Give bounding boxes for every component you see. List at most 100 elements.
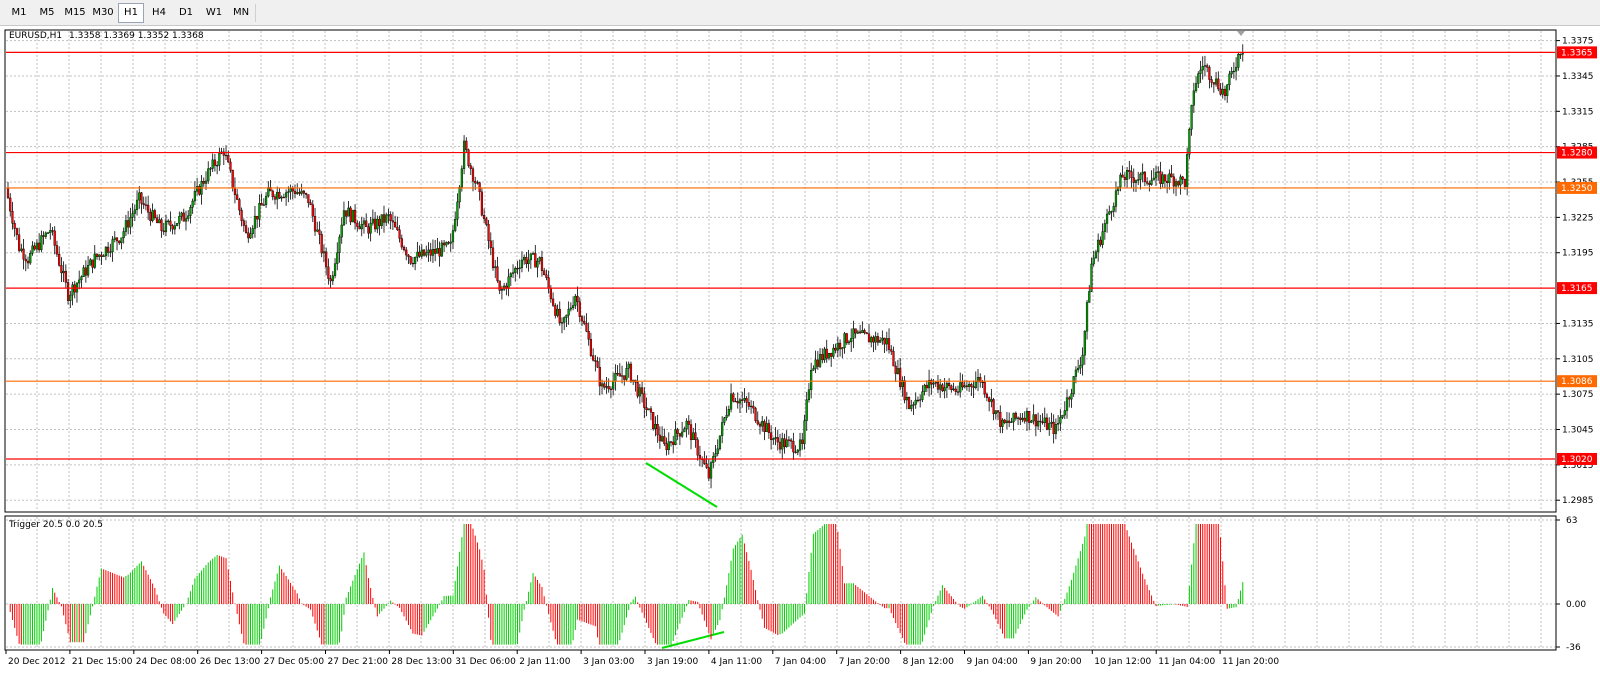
level-price-tag	[1557, 46, 1597, 59]
candle-body	[100, 254, 103, 257]
candle-body	[462, 140, 466, 169]
candle-body	[1137, 179, 1140, 181]
candle-body	[1132, 177, 1135, 183]
candle-body	[1101, 231, 1104, 245]
candle-body	[1083, 330, 1086, 356]
candle-body	[187, 215, 190, 219]
candle-body	[563, 317, 566, 323]
candle-body	[783, 438, 786, 448]
candle-body	[1094, 251, 1098, 259]
candle-body	[460, 168, 463, 188]
x-axis-tick-label: 7 Jan 04:00	[775, 657, 827, 667]
timeframe-mn-button[interactable]: MN	[232, 7, 250, 18]
candle-body	[309, 202, 312, 205]
candle-body	[1166, 180, 1169, 183]
level-price-label: 1.3086	[1561, 377, 1593, 387]
candle-body	[349, 207, 352, 223]
x-axis-tick-label: 11 Jan 04:00	[1158, 657, 1215, 667]
candle-body	[865, 332, 868, 335]
candle-body	[260, 203, 263, 206]
candle-body	[1014, 412, 1017, 419]
candle-body	[1152, 177, 1155, 181]
timeframe-w1-button[interactable]: W1	[205, 7, 223, 18]
candle-body	[876, 336, 880, 343]
candle-body	[516, 268, 519, 270]
candle-body	[240, 209, 243, 221]
candle-body	[594, 360, 597, 362]
level-price-tag	[1557, 181, 1597, 194]
candle-body	[331, 275, 334, 282]
candle-body	[985, 393, 989, 398]
candle-body	[33, 245, 36, 250]
timeframe-m1-button[interactable]: M1	[11, 7, 27, 18]
candle-body	[1141, 171, 1144, 175]
candle-body	[1214, 78, 1218, 85]
candle-body	[160, 219, 163, 231]
y-axis-tick-label: 1.3345	[1562, 72, 1594, 82]
timeframe-m5-button[interactable]: M5	[39, 7, 55, 18]
candle-body	[589, 339, 593, 356]
candle-body	[124, 220, 128, 232]
candle-body	[894, 365, 897, 374]
candle-body	[1043, 417, 1046, 424]
candle-body	[685, 420, 688, 430]
candle-body	[814, 359, 817, 369]
candle-body	[391, 220, 394, 223]
candle-body	[810, 370, 813, 390]
candle-body	[155, 217, 159, 224]
candle-body	[578, 301, 581, 317]
candle-body	[1099, 239, 1102, 245]
candle-body	[80, 276, 83, 281]
candle-body	[763, 421, 766, 432]
candle-body	[122, 231, 125, 239]
timeframe-m30-button[interactable]: M30	[92, 7, 114, 18]
candle-body	[681, 431, 684, 437]
candle-body	[178, 216, 181, 224]
main-price-pane	[4, 29, 1557, 513]
candle-body	[707, 467, 710, 479]
candle-body	[874, 336, 877, 343]
timeframe-h1-button[interactable]: H1	[118, 3, 144, 23]
candle-body	[396, 226, 399, 231]
candle-body	[523, 256, 526, 261]
candle-body	[249, 233, 252, 239]
candle-body	[867, 333, 871, 343]
candle-body	[827, 352, 831, 359]
candle-body	[158, 219, 161, 224]
candle-body	[153, 210, 156, 219]
candle-body	[216, 165, 219, 167]
candle-body	[333, 263, 337, 276]
candle-body	[196, 186, 199, 192]
candle-body	[529, 253, 532, 261]
candle-body	[171, 225, 174, 230]
candle-body	[327, 266, 330, 279]
candle-body	[1154, 172, 1158, 179]
candle-body	[500, 289, 504, 291]
candle-body	[62, 270, 65, 274]
candle-body	[1081, 354, 1084, 366]
candle-body	[131, 213, 134, 218]
timeframe-h4-button[interactable]: H4	[152, 7, 166, 18]
candle-body	[389, 214, 392, 221]
candle-body	[1108, 211, 1111, 215]
candle-body	[907, 397, 911, 409]
candle-body	[959, 382, 962, 393]
candle-body	[13, 223, 16, 229]
candle-body	[298, 192, 301, 194]
candle-body	[794, 451, 797, 454]
candle-body	[592, 355, 595, 361]
candle-body	[939, 384, 942, 390]
candle-body	[302, 190, 306, 194]
candle-body	[66, 282, 70, 301]
candle-body	[271, 190, 274, 198]
timeframe-m15-button[interactable]: M15	[64, 7, 86, 18]
candle-body	[469, 165, 472, 169]
candle-body	[251, 228, 254, 235]
candle-body	[193, 191, 196, 202]
candle-body	[173, 225, 176, 230]
y-axis-tick-label: 1.3105	[1562, 355, 1594, 365]
timeframe-d1-button[interactable]: D1	[178, 7, 194, 18]
candle-body	[627, 363, 630, 369]
candle-body	[1168, 173, 1171, 183]
